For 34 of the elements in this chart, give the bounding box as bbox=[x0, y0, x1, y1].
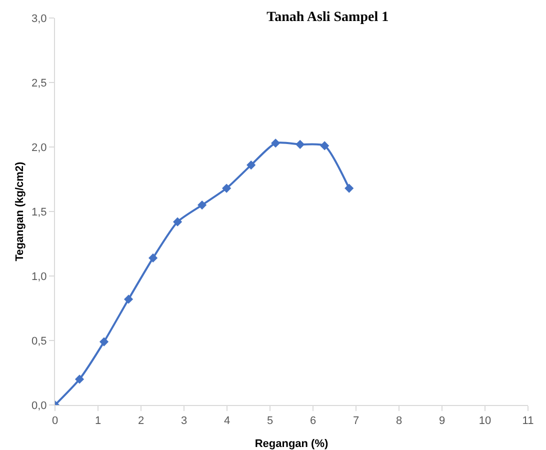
x-tick-label: 0 bbox=[52, 415, 58, 428]
x-tick-label: 5 bbox=[266, 415, 274, 428]
y-tick-label: 3,0 bbox=[32, 12, 47, 25]
x-tick-label: 10 bbox=[478, 415, 492, 428]
point bbox=[320, 141, 330, 150]
y-tick-label: 1,5 bbox=[32, 206, 47, 218]
x-tick-label: 7 bbox=[352, 415, 360, 428]
chart-title: Tanah Asli Sampel 1 bbox=[266, 10, 389, 26]
point bbox=[344, 184, 354, 193]
x-tick-label: 4 bbox=[224, 415, 230, 428]
x-tick-label: 11 bbox=[522, 415, 534, 428]
point bbox=[271, 138, 280, 148]
x-axis-title: Regangan (%) bbox=[254, 438, 328, 450]
y-tick-label: 1,0 bbox=[32, 270, 47, 283]
point bbox=[124, 294, 134, 304]
y-tick-label: 2,5 bbox=[32, 77, 47, 90]
point bbox=[148, 253, 158, 262]
x-tick-label: 9 bbox=[438, 415, 446, 428]
point bbox=[173, 217, 182, 226]
x-tick-label: 2 bbox=[138, 415, 144, 428]
y-tick-label: 0,0 bbox=[32, 400, 47, 412]
x-tick-label: 1 bbox=[94, 415, 102, 428]
point bbox=[99, 337, 109, 346]
x-tick-label: 3 bbox=[180, 415, 188, 428]
y-tick-label: 0,5 bbox=[32, 335, 47, 348]
y-axis-title: Tegangan (kg/cm2) bbox=[14, 161, 26, 262]
y-tick-label: 2,0 bbox=[32, 142, 47, 154]
point bbox=[222, 184, 232, 193]
point bbox=[296, 140, 305, 149]
x-tick-label: 6 bbox=[310, 415, 316, 428]
x-tick-label: 8 bbox=[396, 415, 402, 428]
point bbox=[198, 200, 207, 210]
point bbox=[74, 374, 84, 384]
point bbox=[246, 160, 256, 170]
